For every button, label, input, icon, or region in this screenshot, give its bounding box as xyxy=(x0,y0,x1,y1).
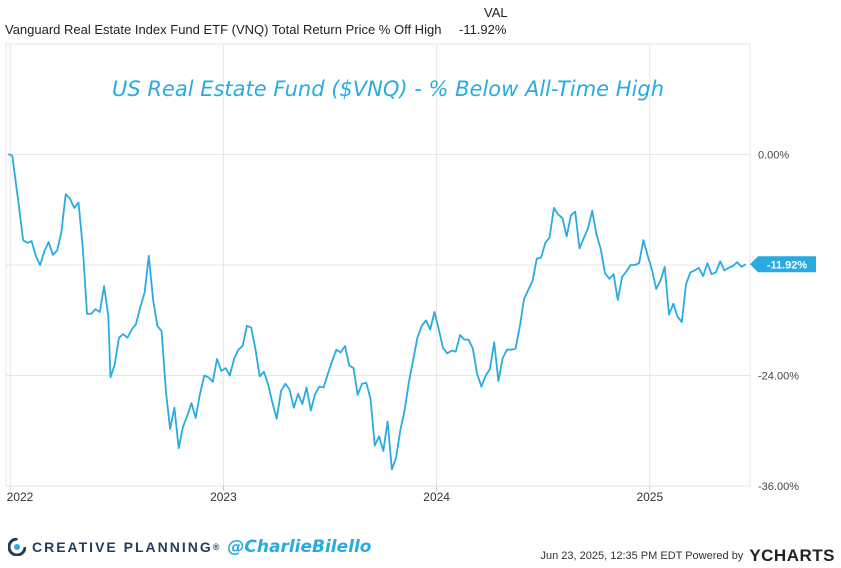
y-tick-label: -36.00% xyxy=(758,481,799,493)
end-value-label: -11.92% xyxy=(767,259,808,271)
legend-val-header: VAL xyxy=(484,5,508,20)
series-layer xyxy=(8,153,747,471)
footer-brand: CREATIVE PLANNING ® @CharlieBilello xyxy=(8,536,371,558)
x-tick-label: 2022 xyxy=(7,490,34,504)
y-tick-label: -24.00% xyxy=(758,371,799,383)
grid-layer xyxy=(5,43,751,487)
end-value-flag xyxy=(750,256,816,273)
footer-timestamp: Jun 23, 2025, 12:35 PM EDT Powered by xyxy=(540,550,744,562)
creative-planning-logo-icon xyxy=(8,538,26,556)
ycharts-logo-y: Y xyxy=(749,546,762,565)
legend-series-name[interactable]: Vanguard Real Estate Index Fund ETF (VNQ… xyxy=(5,22,442,37)
ycharts-logo-text: CHARTS xyxy=(761,546,835,565)
x-tick-label: 2025 xyxy=(636,490,663,504)
brand-registered-mark: ® xyxy=(212,542,220,552)
x-tick-label: 2023 xyxy=(210,490,237,504)
x-axis: 2022 2023 2024 2025 xyxy=(7,486,663,504)
legend-series-value: -11.92% xyxy=(459,22,507,37)
y-axis: 0.00% -24.00% -36.00% xyxy=(758,150,799,494)
series-line-vnq xyxy=(8,153,747,471)
end-label-layer: -11.92% xyxy=(750,256,816,273)
x-tick-label: 2024 xyxy=(423,490,450,504)
brand-name: CREATIVE PLANNING xyxy=(32,539,213,555)
author-handle[interactable]: @CharlieBilello xyxy=(227,537,372,557)
ycharts-logo[interactable]: YCHARTS xyxy=(749,546,835,566)
chart-title: US Real Estate Fund ($VNQ) - % Below All… xyxy=(112,77,664,101)
y-tick-label: 0.00% xyxy=(758,150,789,162)
footer-attribution: Jun 23, 2025, 12:35 PM EDT Powered by YC… xyxy=(541,546,836,566)
legend-header: VAL Vanguard Real Estate Index Fund ETF … xyxy=(0,2,520,42)
